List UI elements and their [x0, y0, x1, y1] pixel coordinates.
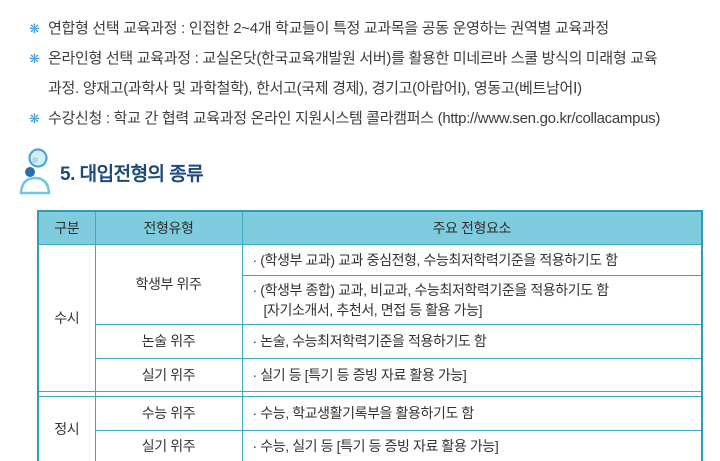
admission-types-table: 구분 전형유형 주요 전형요소 수시 학생부 위주 · (학생부 교과) 교과 … — [37, 210, 703, 461]
category-cell-susi: 수시 — [37, 243, 96, 392]
elements-cell: · (학생부 종합) 교과, 비교과, 수능최저학력기준을 적용하기도 함 [자… — [241, 274, 703, 325]
type-cell: 실기 위주 — [94, 357, 243, 392]
type-cell: 논술 위주 — [94, 323, 243, 359]
header-main-elements: 주요 전형요소 — [241, 210, 703, 245]
element-text: · (학생부 교과) 교과 중심전형, 수능최저학력기준을 적용하기도 함 — [252, 251, 619, 268]
page-title: 5. 대입전형의 종류 — [60, 163, 204, 185]
element-text: · 실기 등 [특기 등 증빙 자료 활용 가능] — [252, 366, 467, 383]
bullet-item-union-curriculum: ❋ 연합형 선택 교육과정 : 인접한 2~4개 학교들이 특정 교과목을 공동… — [29, 14, 710, 44]
table-row: 실기 위주 · 수능, 실기 등 [특기 등 증빙 자료 활용 가능] — [38, 429, 703, 461]
intro-bullet-list: ❋ 연합형 선택 교육과정 : 인접한 2~4개 학교들이 특정 교과목을 공동… — [0, 0, 720, 134]
header-admission-type: 전형유형 — [94, 210, 243, 245]
header-category: 구분 — [37, 210, 96, 245]
elements-cell: · 논술, 수능최저학력기준을 적용하기도 함 — [241, 323, 703, 359]
element-text: · (학생부 종합) 교과, 비교과, 수능최저학력기준을 적용하기도 함 — [252, 281, 610, 298]
bullet-item-course-registration: ❋ 수강신청 : 학교 간 협력 교육과정 온라인 지원시스템 콜라캠퍼스 (h… — [29, 104, 710, 134]
table-row: 정시 수능 위주 · 수능, 학교생활기록부을 활용하기도 함 — [37, 395, 703, 461]
type-cell: 학생부 위주 — [94, 243, 243, 325]
table-row: · (학생부 종합) 교과, 비교과, 수능최저학력기준을 적용하기도 함 [자… — [38, 274, 703, 325]
table-row: 수시 학생부 위주 · (학생부 교과) 교과 중심전형, 수능최저학력기준을 … — [37, 243, 703, 392]
type-cell: 실기 위주 — [94, 429, 243, 461]
thinking-person-idea-icon — [19, 148, 51, 195]
bullet-item-online-curriculum: ❋ 온라인형 선택 교육과정 : 교실온닷(한국교육개발원 서버)를 활용한 미… — [29, 44, 710, 104]
bullet-text: 온라인형 선택 교육과정 : 교실온닷(한국교육개발원 서버)를 활용한 미네르… — [48, 50, 658, 67]
element-text: · 논술, 수능최저학력기준을 적용하기도 함 — [252, 333, 487, 349]
type-cell: 수능 위주 — [94, 395, 243, 431]
element-text: · 수능, 실기 등 [특기 등 증빙 자료 활용 가능] — [252, 438, 499, 455]
element-text: [자기소개서, 추천서, 면접 등 활용 가능] — [263, 301, 483, 318]
table-row: 실기 위주 · 실기 등 [특기 등 증빙 자료 활용 가능] — [38, 357, 703, 392]
flower-bullet-icon: ❋ — [29, 51, 40, 66]
table-row: 논술 위주 · 논술, 수능최저학력기준을 적용하기도 함 — [38, 323, 703, 359]
elements-cell: · 수능, 학교생활기록부을 활용하기도 함 — [241, 395, 703, 431]
flower-bullet-icon: ❋ — [29, 111, 40, 126]
bullet-text: 연합형 선택 교육과정 : 인접한 2~4개 학교들이 특정 교과목을 공동 운… — [48, 20, 609, 37]
elements-cell: · 수능, 실기 등 [특기 등 증빙 자료 활용 가능] — [241, 429, 703, 461]
element-text: · 수능, 학교생활기록부을 활용하기도 함 — [252, 405, 475, 421]
bullet-text: 수강신청 : 학교 간 협력 교육과정 온라인 지원시스템 콜라캠퍼스 (htt… — [48, 110, 661, 127]
table-header-row: 구분 전형유형 주요 전형요소 — [37, 210, 703, 245]
elements-cell: · (학생부 교과) 교과 중심전형, 수능최저학력기준을 적용하기도 함 — [241, 243, 703, 276]
bullet-text: 과정. 양재고(과학사 및 과학철학), 한서고(국제 경제), 경기고(아랍어… — [48, 80, 582, 97]
flower-bullet-icon: ❋ — [29, 21, 40, 36]
category-cell-jeongsi: 정시 — [37, 395, 96, 461]
section-header: 5. 대입전형의 종류 — [14, 147, 720, 197]
elements-cell: · 실기 등 [특기 등 증빙 자료 활용 가능] — [241, 357, 703, 392]
